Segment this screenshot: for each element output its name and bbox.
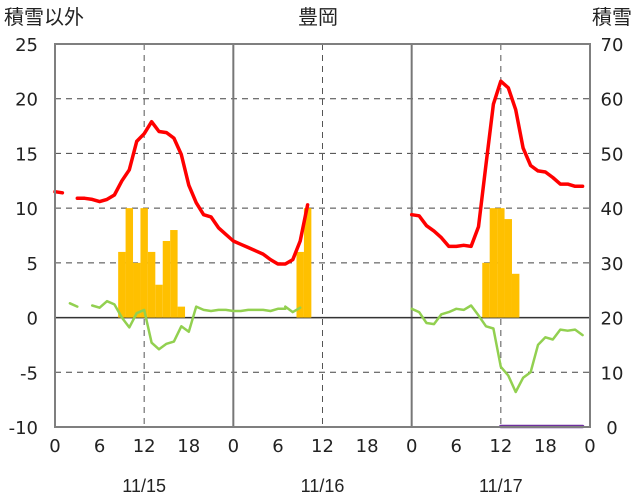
snow-bar — [125, 208, 134, 318]
snow-bar — [162, 240, 171, 318]
right-tick-label: 20 — [601, 309, 624, 330]
left-tick-label: -10 — [9, 418, 38, 439]
plot-frame — [54, 43, 591, 428]
x-tick-label: 12 — [133, 436, 156, 457]
x-tick-label: 0 — [406, 436, 417, 457]
snow-bar — [497, 208, 505, 318]
snow-bar — [482, 262, 490, 318]
x-tick-label: 6 — [94, 436, 105, 457]
snow-bar — [147, 251, 156, 318]
x-tick-label: 6 — [451, 436, 462, 457]
snow-bar — [504, 219, 512, 318]
x-tick-label: 12 — [311, 436, 334, 457]
right-axis-label: 積雪 — [592, 5, 632, 29]
right-tick-label: 30 — [601, 254, 624, 275]
left-tick-label: 25 — [15, 35, 38, 56]
snow-bar — [303, 208, 312, 318]
day-label: 11/15 — [122, 476, 166, 496]
snow-bar — [133, 262, 141, 318]
left-tick-label: 0 — [27, 309, 38, 330]
left-tick-label: 20 — [15, 90, 38, 111]
x-tick-label: 18 — [356, 436, 379, 457]
series-line — [284, 305, 302, 314]
series-line — [75, 119, 310, 266]
right-tick-label: 60 — [601, 90, 624, 111]
snow-bar — [489, 208, 498, 318]
left-tick-label: 5 — [27, 254, 38, 275]
day-label: 11/16 — [301, 476, 345, 496]
x-tick-label: 12 — [489, 436, 512, 457]
series-line — [410, 304, 584, 394]
series-line — [409, 79, 585, 249]
right-tick-label: 50 — [601, 144, 624, 165]
left-tick-label: -5 — [20, 363, 38, 384]
snow-bar — [511, 273, 520, 318]
left-axis-label: 積雪以外 — [4, 5, 84, 29]
series-line — [53, 189, 65, 195]
right-tick-label: 10 — [601, 363, 624, 384]
snow-bar — [177, 306, 186, 318]
x-tick-label: 0 — [584, 436, 595, 457]
x-tick-label: 18 — [534, 436, 557, 457]
snow-bar — [170, 230, 178, 318]
x-tick-label: 18 — [177, 436, 200, 457]
snow-bar — [118, 251, 126, 318]
series-line — [68, 302, 79, 308]
day-label: 11/17 — [479, 476, 523, 496]
left-tick-label: 10 — [15, 199, 38, 220]
plot-border — [54, 43, 591, 428]
snow-bars — [118, 208, 520, 318]
chart-title: 豊岡 — [298, 5, 338, 29]
series-line — [90, 299, 287, 351]
left-tick-label: 15 — [15, 144, 38, 165]
snow-bar — [155, 284, 163, 318]
snow-bar — [296, 251, 304, 318]
right-tick-label: 70 — [601, 35, 624, 56]
snow-bar — [140, 208, 148, 318]
right-tick-label: 40 — [601, 199, 624, 220]
x-tick-label: 6 — [272, 436, 283, 457]
x-tick-label: 0 — [228, 436, 239, 457]
right-tick-label: 0 — [606, 418, 617, 439]
x-tick-label: 0 — [49, 436, 60, 457]
